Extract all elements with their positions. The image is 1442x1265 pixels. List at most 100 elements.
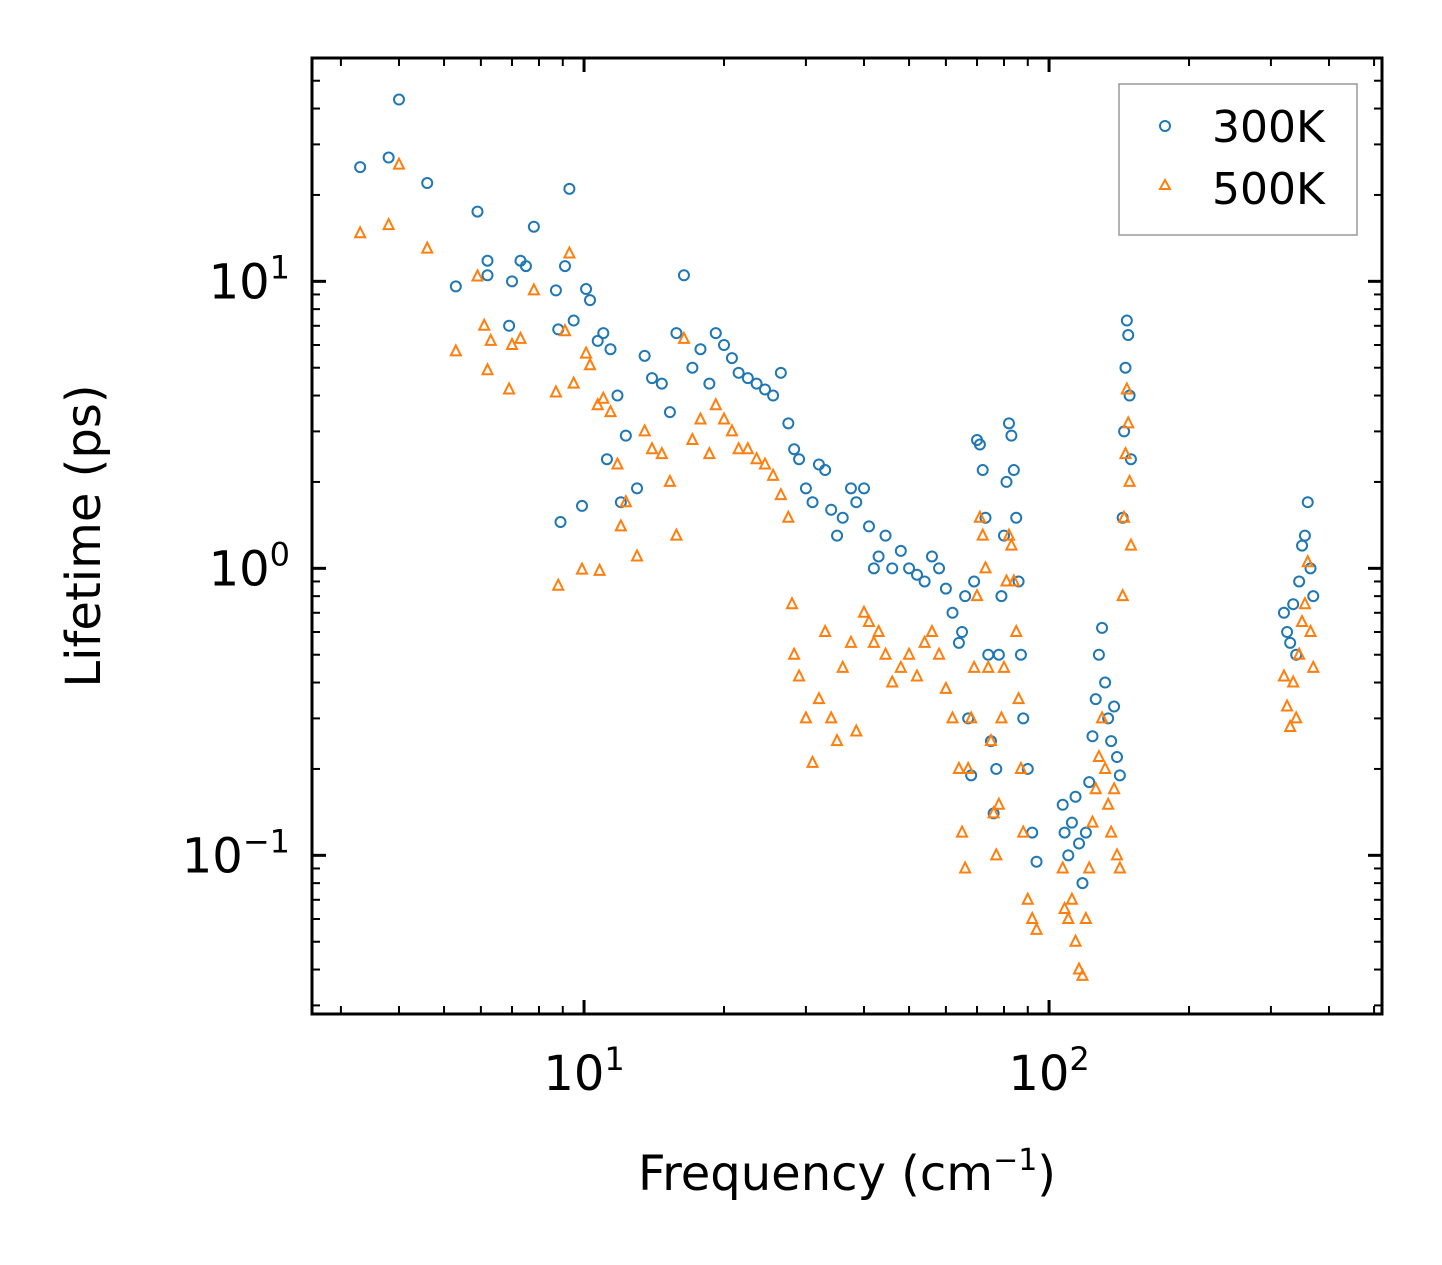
point-500k: [989, 847, 1003, 861]
point-500k: [785, 595, 799, 610]
point-300k: [867, 562, 880, 575]
point-300k: [686, 361, 699, 374]
point-300k: [709, 327, 722, 340]
point-300k: [831, 529, 844, 542]
point-500k: [766, 467, 780, 481]
point-500k: [614, 518, 628, 532]
point-300k: [903, 562, 916, 575]
point-500k: [677, 330, 691, 344]
point-500k: [984, 732, 998, 747]
point-500k: [1025, 910, 1039, 925]
point-500k: [1079, 910, 1093, 925]
point-500k: [952, 760, 966, 774]
point-300k: [1307, 590, 1320, 603]
series-500k: [353, 156, 1320, 981]
legend-box: [1118, 83, 1358, 236]
point-300k: [799, 482, 812, 495]
x-tick-label: 102: [1008, 1040, 1089, 1102]
point-500k: [1306, 659, 1320, 673]
point-300k: [584, 294, 597, 307]
point-500k: [967, 659, 981, 673]
point-500k: [513, 330, 528, 344]
point-300k: [1113, 769, 1126, 782]
point-300k: [506, 275, 519, 288]
point-300k: [527, 220, 540, 233]
x-axis-title: Frequency (cm−1): [638, 1143, 1056, 1202]
point-500k: [1301, 554, 1315, 568]
point-500k: [702, 445, 716, 460]
point-500k: [857, 604, 871, 618]
point-300k: [1119, 361, 1132, 374]
point-500k: [693, 411, 708, 425]
point-500k: [955, 824, 969, 838]
point-500k: [799, 710, 813, 724]
point-500k: [1292, 646, 1306, 660]
point-500k: [1098, 760, 1112, 774]
point-500k: [1121, 415, 1135, 429]
point-300k: [925, 550, 938, 563]
point-500k: [392, 156, 406, 170]
point-500k: [527, 282, 541, 296]
point-500k: [878, 646, 893, 660]
point-500k: [1009, 623, 1023, 638]
point-300k: [1079, 826, 1092, 839]
point-500k: [871, 623, 886, 638]
point-300k: [858, 482, 871, 495]
point-500k: [902, 646, 916, 660]
point-300k: [1123, 389, 1136, 402]
point-300k: [677, 269, 690, 282]
point-500k: [749, 450, 764, 465]
data-points: [353, 93, 1320, 981]
point-500k: [1120, 381, 1134, 395]
point-300k: [819, 464, 832, 477]
point-300k: [576, 499, 589, 512]
point-300k: [1005, 429, 1018, 442]
point-500k: [999, 573, 1014, 587]
point-300k: [946, 606, 959, 619]
point-500k: [669, 527, 684, 541]
point-300k: [886, 562, 899, 575]
point-500k: [1298, 595, 1312, 610]
point-500k: [945, 710, 960, 724]
point-500k: [551, 577, 565, 591]
point-300k: [918, 575, 931, 588]
point-500k: [638, 423, 652, 437]
point-300k: [663, 406, 676, 419]
point-300k: [392, 93, 405, 106]
point-300k: [959, 590, 972, 603]
point-500k: [1095, 710, 1109, 724]
point-500k: [994, 710, 1009, 724]
point-500k: [830, 732, 844, 747]
point-300k: [703, 377, 716, 390]
point-500k: [685, 431, 700, 445]
point-500k: [862, 613, 876, 628]
y-tick-label: 100: [209, 535, 290, 597]
point-300k: [806, 496, 819, 509]
point-300k: [956, 626, 969, 639]
point-500k: [992, 796, 1006, 810]
point-500k: [1072, 961, 1086, 975]
point-500k: [709, 397, 723, 411]
point-300k: [1056, 798, 1069, 811]
point-500k: [1061, 910, 1075, 925]
point-300k: [481, 254, 494, 267]
point-500k: [1295, 613, 1309, 628]
point-300k: [558, 260, 571, 273]
point-300k: [1124, 453, 1137, 466]
point-500k: [1007, 573, 1021, 587]
point-300k: [619, 429, 632, 442]
point-500k: [1068, 933, 1083, 947]
point-500k: [1016, 824, 1030, 838]
point-300k: [638, 349, 651, 362]
point-300k: [750, 377, 763, 390]
point-300k: [471, 205, 484, 218]
point-500k: [1283, 718, 1297, 732]
point-500k: [1110, 847, 1124, 861]
point-300k: [844, 482, 857, 495]
point-500k: [1107, 780, 1121, 795]
point-500k: [917, 634, 932, 648]
point-300k: [788, 443, 801, 456]
series-300k: [354, 93, 1320, 890]
point-300k: [1002, 417, 1015, 430]
point-500k: [575, 561, 589, 575]
